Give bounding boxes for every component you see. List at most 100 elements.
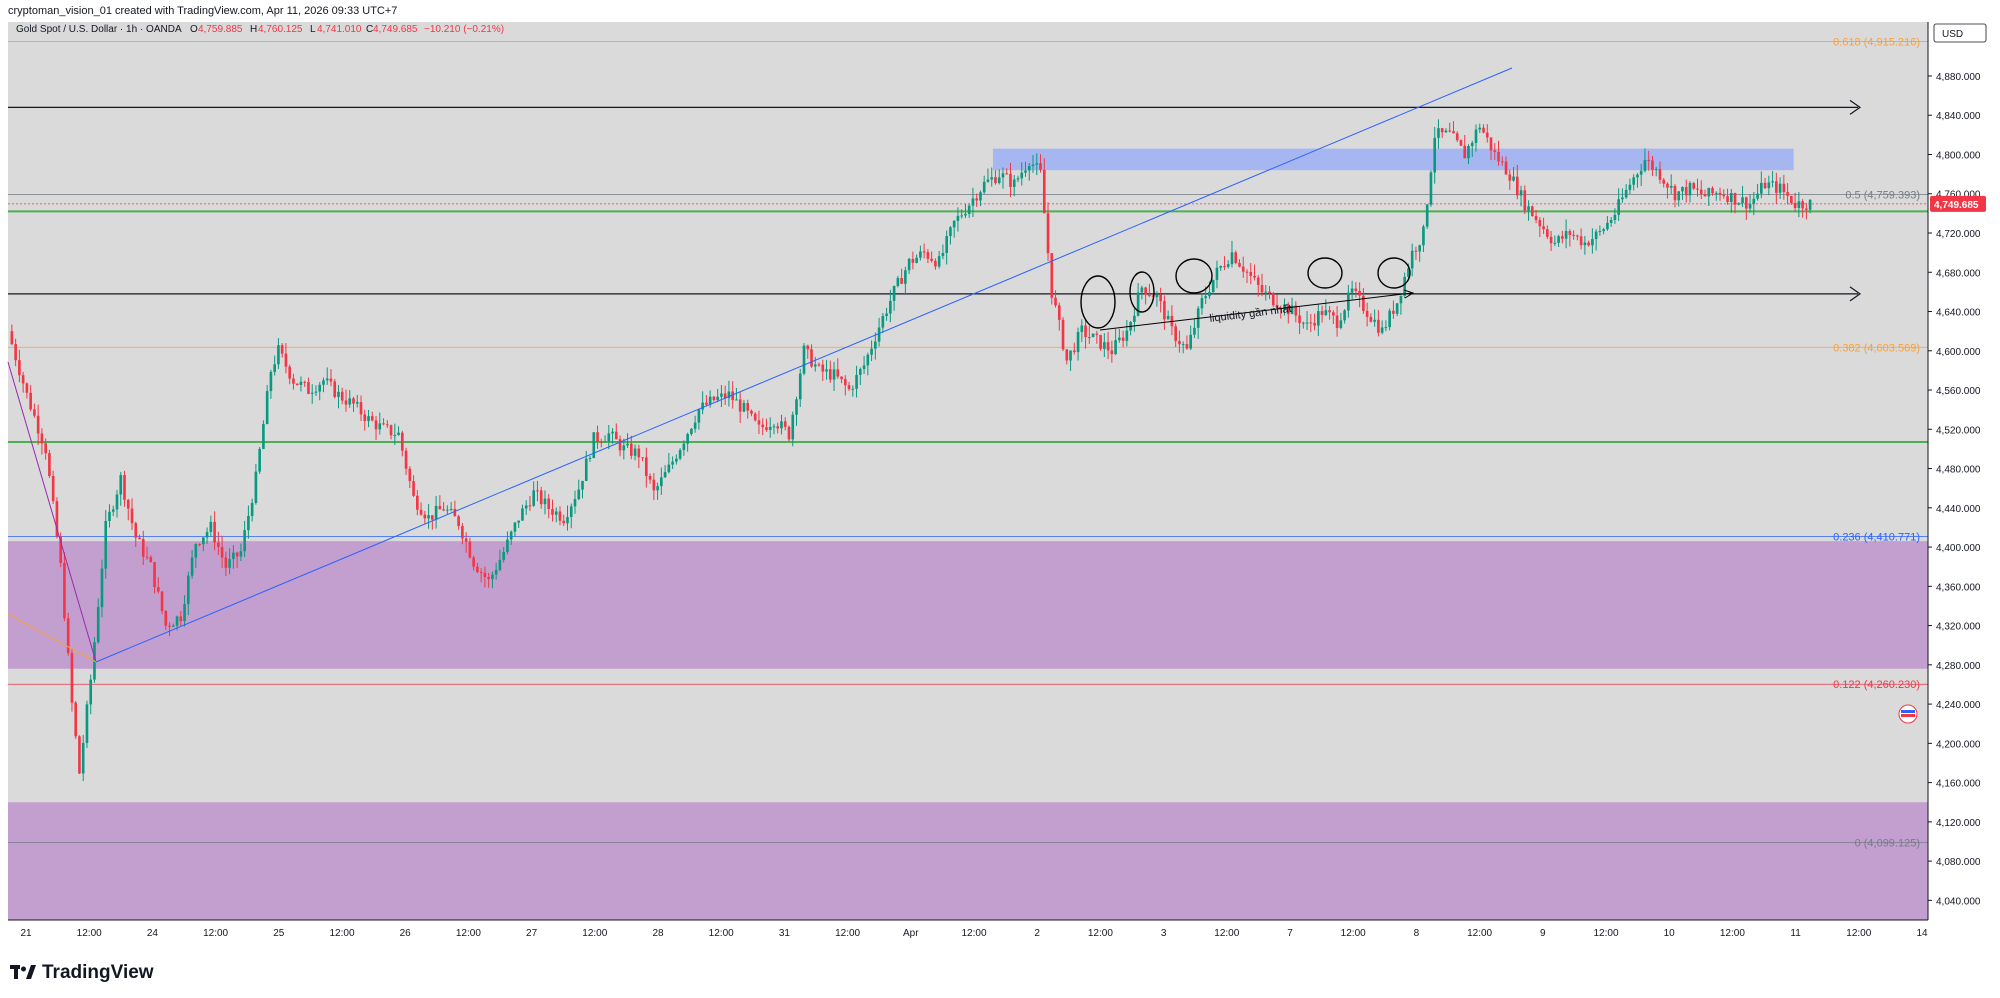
candle-body xyxy=(652,479,656,491)
candle-body xyxy=(1358,290,1361,296)
candle-body xyxy=(329,378,333,382)
candle-body xyxy=(1677,191,1681,201)
candle-body xyxy=(55,501,59,537)
candle-body xyxy=(780,421,783,429)
candle-body xyxy=(179,616,183,622)
candle-body xyxy=(889,300,892,314)
candle-body xyxy=(96,607,100,643)
price-tick-label: 4,040.000 xyxy=(1936,896,1981,907)
candle-body xyxy=(566,517,569,524)
legend-l-value: 4,741.010 xyxy=(317,24,362,35)
candle-body xyxy=(303,381,307,383)
candle-body xyxy=(817,364,821,366)
candle-body xyxy=(637,448,641,458)
currency-badge[interactable] xyxy=(1933,23,1987,43)
time-tick-label: 14 xyxy=(1916,928,1928,939)
candle-body xyxy=(937,256,941,267)
candle-body xyxy=(1219,266,1223,268)
candle-body xyxy=(911,258,915,263)
candle-body xyxy=(847,385,851,390)
candle-body xyxy=(949,227,952,237)
candle-body xyxy=(1606,222,1609,230)
time-tick-label: 3 xyxy=(1161,928,1167,939)
price-tick-label: 4,160.000 xyxy=(1936,779,1981,790)
tradingview-logo[interactable]: TradingView xyxy=(10,962,154,984)
candle-body xyxy=(798,373,802,400)
candle-body xyxy=(1249,272,1253,276)
candle-body xyxy=(708,396,712,405)
candle-body xyxy=(907,258,911,271)
candle-body xyxy=(1223,266,1226,268)
candle-body xyxy=(59,536,62,563)
candle-body xyxy=(314,391,318,393)
candle-body xyxy=(1388,310,1391,328)
trend-line[interactable] xyxy=(95,67,1513,663)
candle-body xyxy=(1118,337,1121,341)
candle-body xyxy=(1234,252,1238,263)
last-price-tag[interactable] xyxy=(1930,195,1986,212)
candle-body xyxy=(1707,187,1711,197)
candle-body xyxy=(641,457,644,459)
candle-body xyxy=(768,426,772,430)
candle-body xyxy=(1339,320,1343,328)
candle-body xyxy=(1782,183,1786,193)
candle-body xyxy=(1497,151,1500,162)
candle-body xyxy=(1354,288,1358,291)
time-tick-label: 12:00 xyxy=(456,928,481,939)
time-axis[interactable]: 21 12:00 24 12:00 25 12:00 26 12:00 27 12:00 28 12:… xyxy=(8,919,1928,939)
legend-symbol: Gold Spot / U.S. Dollar · 1h · OANDA xyxy=(16,24,182,35)
chart-area[interactable]: 0.618 (4,915.216) 0.5 (4,759.393) 0.382 (4… xyxy=(0,22,2000,950)
candle-body xyxy=(1598,231,1602,233)
candle-body xyxy=(1699,189,1703,195)
price-chart[interactable]: 0.618 (4,915.216) 0.5 (4,759.393) 0.382 (4… xyxy=(0,22,2000,950)
candle-body xyxy=(1189,334,1192,349)
candle-body xyxy=(168,625,171,627)
candle-body xyxy=(292,378,295,384)
zone-0[interactable] xyxy=(8,541,1928,669)
flag-icon-stripe xyxy=(1901,714,1915,717)
lines-layer: 0.618 (4,915.216) 0.5 (4,759.393) 0.382 (4… xyxy=(8,36,1928,849)
candle-body xyxy=(457,516,460,527)
candle-body xyxy=(866,354,870,366)
candle-body xyxy=(1241,266,1245,272)
candle-body xyxy=(1538,220,1542,227)
candle-body xyxy=(438,505,442,510)
fib-anchor-line[interactable] xyxy=(7,361,97,663)
candle-body xyxy=(78,736,81,774)
candle-body xyxy=(33,409,36,416)
candle-body xyxy=(1174,326,1177,341)
time-tick-label: 7 xyxy=(1287,928,1293,939)
candle-body xyxy=(1313,322,1316,326)
candle-body xyxy=(385,424,389,426)
candle-body xyxy=(528,505,532,507)
candle-body xyxy=(1808,199,1812,210)
candle-body xyxy=(1260,284,1264,293)
fib-anchor-line-2[interactable] xyxy=(7,613,97,663)
candle-body xyxy=(370,416,374,421)
price-axis[interactable]: USD 4,880.000 4,840.000 4,800.000 4,760.000… xyxy=(1927,22,2000,920)
candle-body xyxy=(416,495,419,510)
candle-body xyxy=(1463,145,1467,159)
candle-body xyxy=(1756,193,1759,199)
candle-body xyxy=(1226,264,1230,267)
candle-body xyxy=(686,433,689,444)
candle-body xyxy=(532,490,536,506)
candle-body xyxy=(1365,310,1369,317)
candle-body xyxy=(1042,169,1046,214)
candle-body xyxy=(1121,337,1125,341)
time-tick-label: 24 xyxy=(147,928,159,939)
candle-body xyxy=(340,391,344,401)
candle-body xyxy=(1020,172,1024,179)
candle-body xyxy=(1643,160,1647,171)
zone-2[interactable] xyxy=(992,148,1794,171)
candle-body xyxy=(1666,183,1669,188)
candle-body xyxy=(1500,161,1504,163)
candle-body xyxy=(843,379,847,386)
candle-body xyxy=(160,591,164,611)
time-tick-label: 12:00 xyxy=(329,928,354,939)
zone-1[interactable] xyxy=(8,802,1928,920)
candle-body xyxy=(1801,201,1804,209)
candle-body xyxy=(1587,242,1590,246)
time-tick-label: 31 xyxy=(779,928,791,939)
candle-body xyxy=(423,514,427,519)
